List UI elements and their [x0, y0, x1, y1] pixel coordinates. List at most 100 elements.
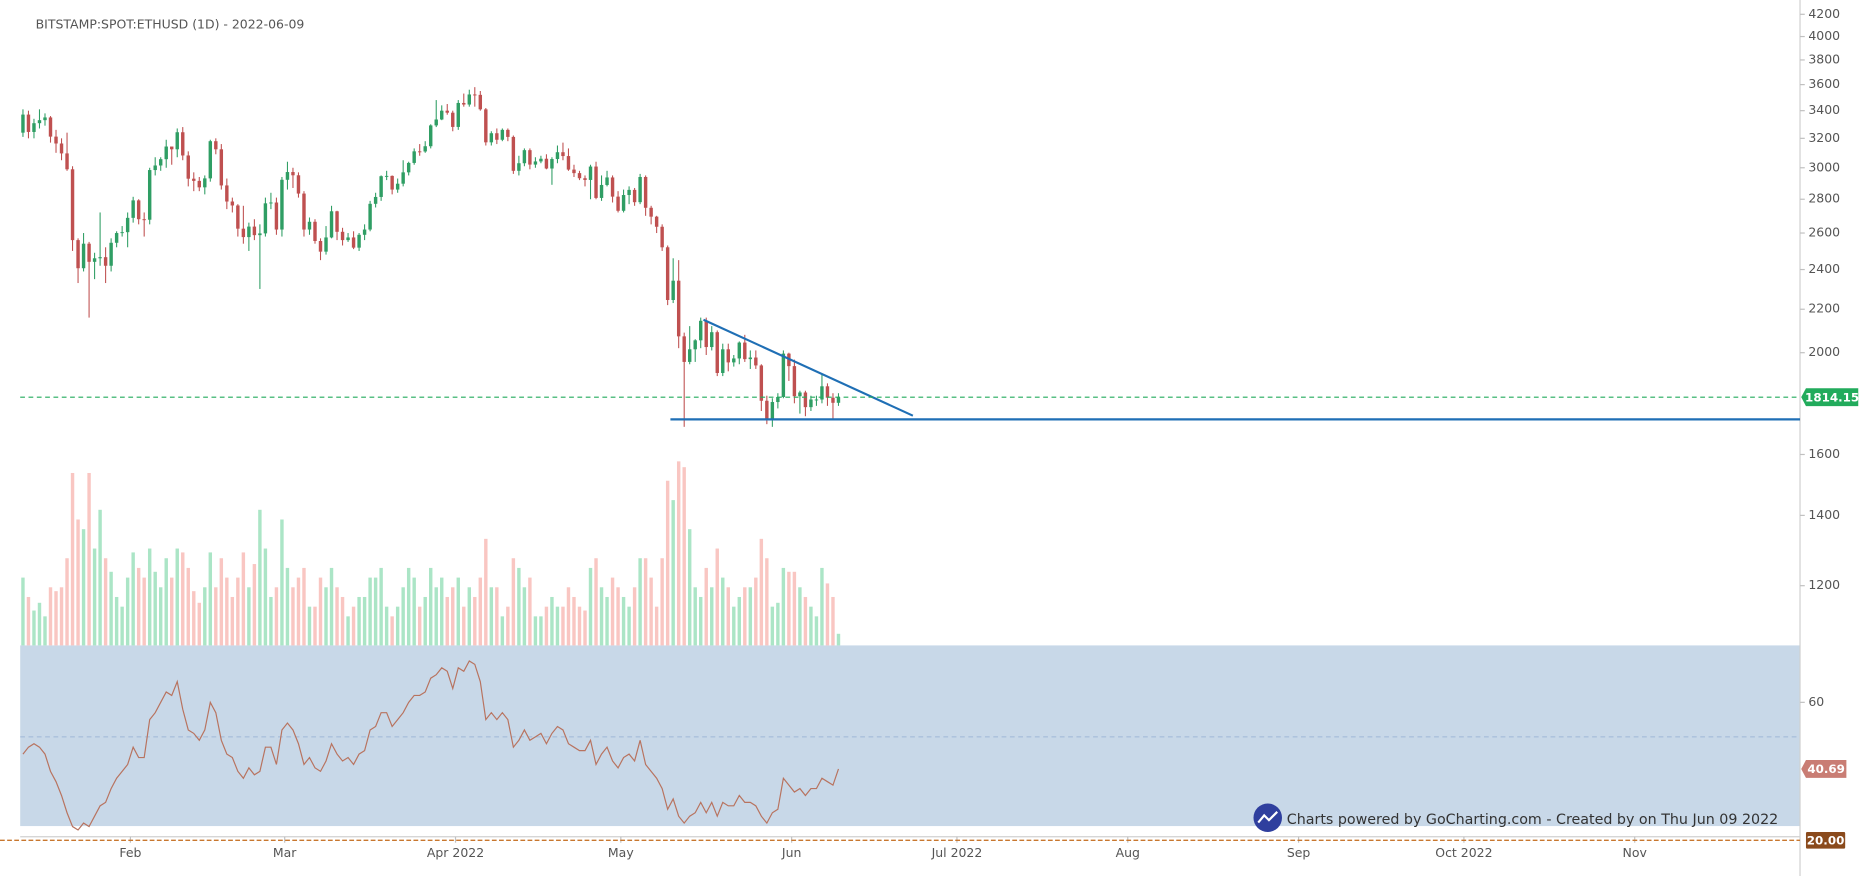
- volume-bar: [517, 567, 521, 646]
- volume-bar: [230, 596, 235, 646]
- volume-bar: [153, 571, 157, 646]
- candle-body: [632, 189, 637, 203]
- volume-bar: [484, 538, 488, 646]
- candle-body: [186, 155, 190, 179]
- candle-body: [32, 123, 36, 132]
- volume-bar: [390, 616, 394, 646]
- volume-bar: [307, 606, 312, 646]
- volume-bar: [671, 500, 675, 646]
- volume-bar: [76, 519, 80, 646]
- volume-bar: [258, 509, 262, 646]
- candle-body: [230, 201, 235, 206]
- candle-body: [379, 176, 383, 197]
- candle-body: [638, 176, 642, 203]
- volume-bar: [478, 577, 483, 646]
- candle-body: [836, 397, 841, 403]
- candle-body: [76, 240, 80, 269]
- candle-body: [495, 133, 499, 140]
- volume-bar: [462, 606, 466, 646]
- volume-bar: [770, 606, 775, 646]
- volume-bar: [621, 596, 626, 646]
- volume-bar: [131, 552, 135, 646]
- volume-bar: [726, 587, 730, 646]
- candle-body: [555, 152, 560, 160]
- candle-body: [92, 258, 97, 262]
- candle-body: [225, 185, 229, 202]
- volume-bar: [324, 587, 328, 646]
- volume-bar: [346, 616, 350, 646]
- candle-body: [687, 349, 692, 362]
- volume-bar: [759, 538, 764, 646]
- y-tick-label: 3000: [1808, 159, 1840, 174]
- candle-body: [616, 196, 620, 211]
- volume-bar: [219, 558, 224, 646]
- candle-body: [131, 200, 135, 218]
- candle-body: [109, 242, 113, 266]
- candle-body: [776, 396, 780, 403]
- volume-bar: [825, 583, 830, 646]
- volume-bar: [192, 591, 196, 646]
- volume-bar: [302, 567, 306, 646]
- candle-body: [539, 158, 543, 162]
- candle-body: [765, 400, 769, 421]
- candle-body: [809, 399, 813, 408]
- volume-bar: [147, 548, 152, 646]
- last-price-label: 1814.15: [1805, 390, 1859, 404]
- candle-body: [181, 132, 185, 156]
- candle-body: [798, 392, 802, 397]
- candle-body: [357, 234, 361, 248]
- volume-bar: [103, 558, 108, 646]
- volume-bar: [81, 529, 86, 646]
- volume-bar: [401, 587, 405, 646]
- volume-bar: [395, 606, 400, 646]
- candle-body: [561, 152, 565, 157]
- volume-bar: [54, 591, 58, 646]
- volume-bar: [434, 587, 438, 646]
- volume-bar: [555, 606, 560, 646]
- candle-body: [665, 247, 670, 300]
- candle-body: [627, 189, 631, 196]
- candle-body: [170, 146, 174, 150]
- x-tick-label: May: [608, 845, 634, 860]
- candle-body: [770, 402, 775, 421]
- y-tick-label: 3200: [1808, 130, 1840, 145]
- volume-bar: [721, 577, 725, 646]
- candle-body: [236, 205, 240, 229]
- candle-body: [340, 231, 345, 241]
- volume-bar: [732, 606, 736, 646]
- candle-body: [70, 169, 75, 241]
- volume-bar: [467, 587, 471, 646]
- volume-bar: [26, 596, 31, 646]
- volume-bar: [274, 587, 279, 646]
- volume-bar: [803, 596, 808, 646]
- candle-body: [693, 340, 697, 350]
- candle-body: [621, 195, 626, 211]
- volume-bar: [627, 606, 631, 646]
- volume-bar: [373, 577, 378, 646]
- candle-body: [87, 243, 91, 262]
- x-tick-label: Jul 2022: [931, 845, 983, 860]
- candle-body: [335, 211, 339, 232]
- volume-bar: [776, 602, 780, 646]
- candle-body: [318, 240, 323, 252]
- volume-bar: [754, 577, 758, 646]
- rsi-last-label: 40.69: [1807, 762, 1845, 776]
- candle-body: [814, 399, 819, 401]
- candle-body: [544, 158, 549, 169]
- volume-bar: [737, 596, 742, 646]
- candle-body: [395, 183, 400, 190]
- volume-bar: [285, 567, 290, 646]
- volume-bar: [48, 587, 53, 646]
- candle-body: [258, 233, 262, 236]
- candle-body: [103, 257, 108, 266]
- volume-bar: [412, 577, 416, 646]
- candle-body: [566, 156, 571, 170]
- rsi-floor-box: [1805, 832, 1846, 849]
- volume-bar: [643, 558, 648, 646]
- volume-bar: [616, 587, 620, 646]
- volume-bar: [566, 587, 571, 646]
- candle-body: [803, 392, 808, 408]
- volume-bar: [120, 606, 124, 646]
- candle-body: [577, 173, 582, 179]
